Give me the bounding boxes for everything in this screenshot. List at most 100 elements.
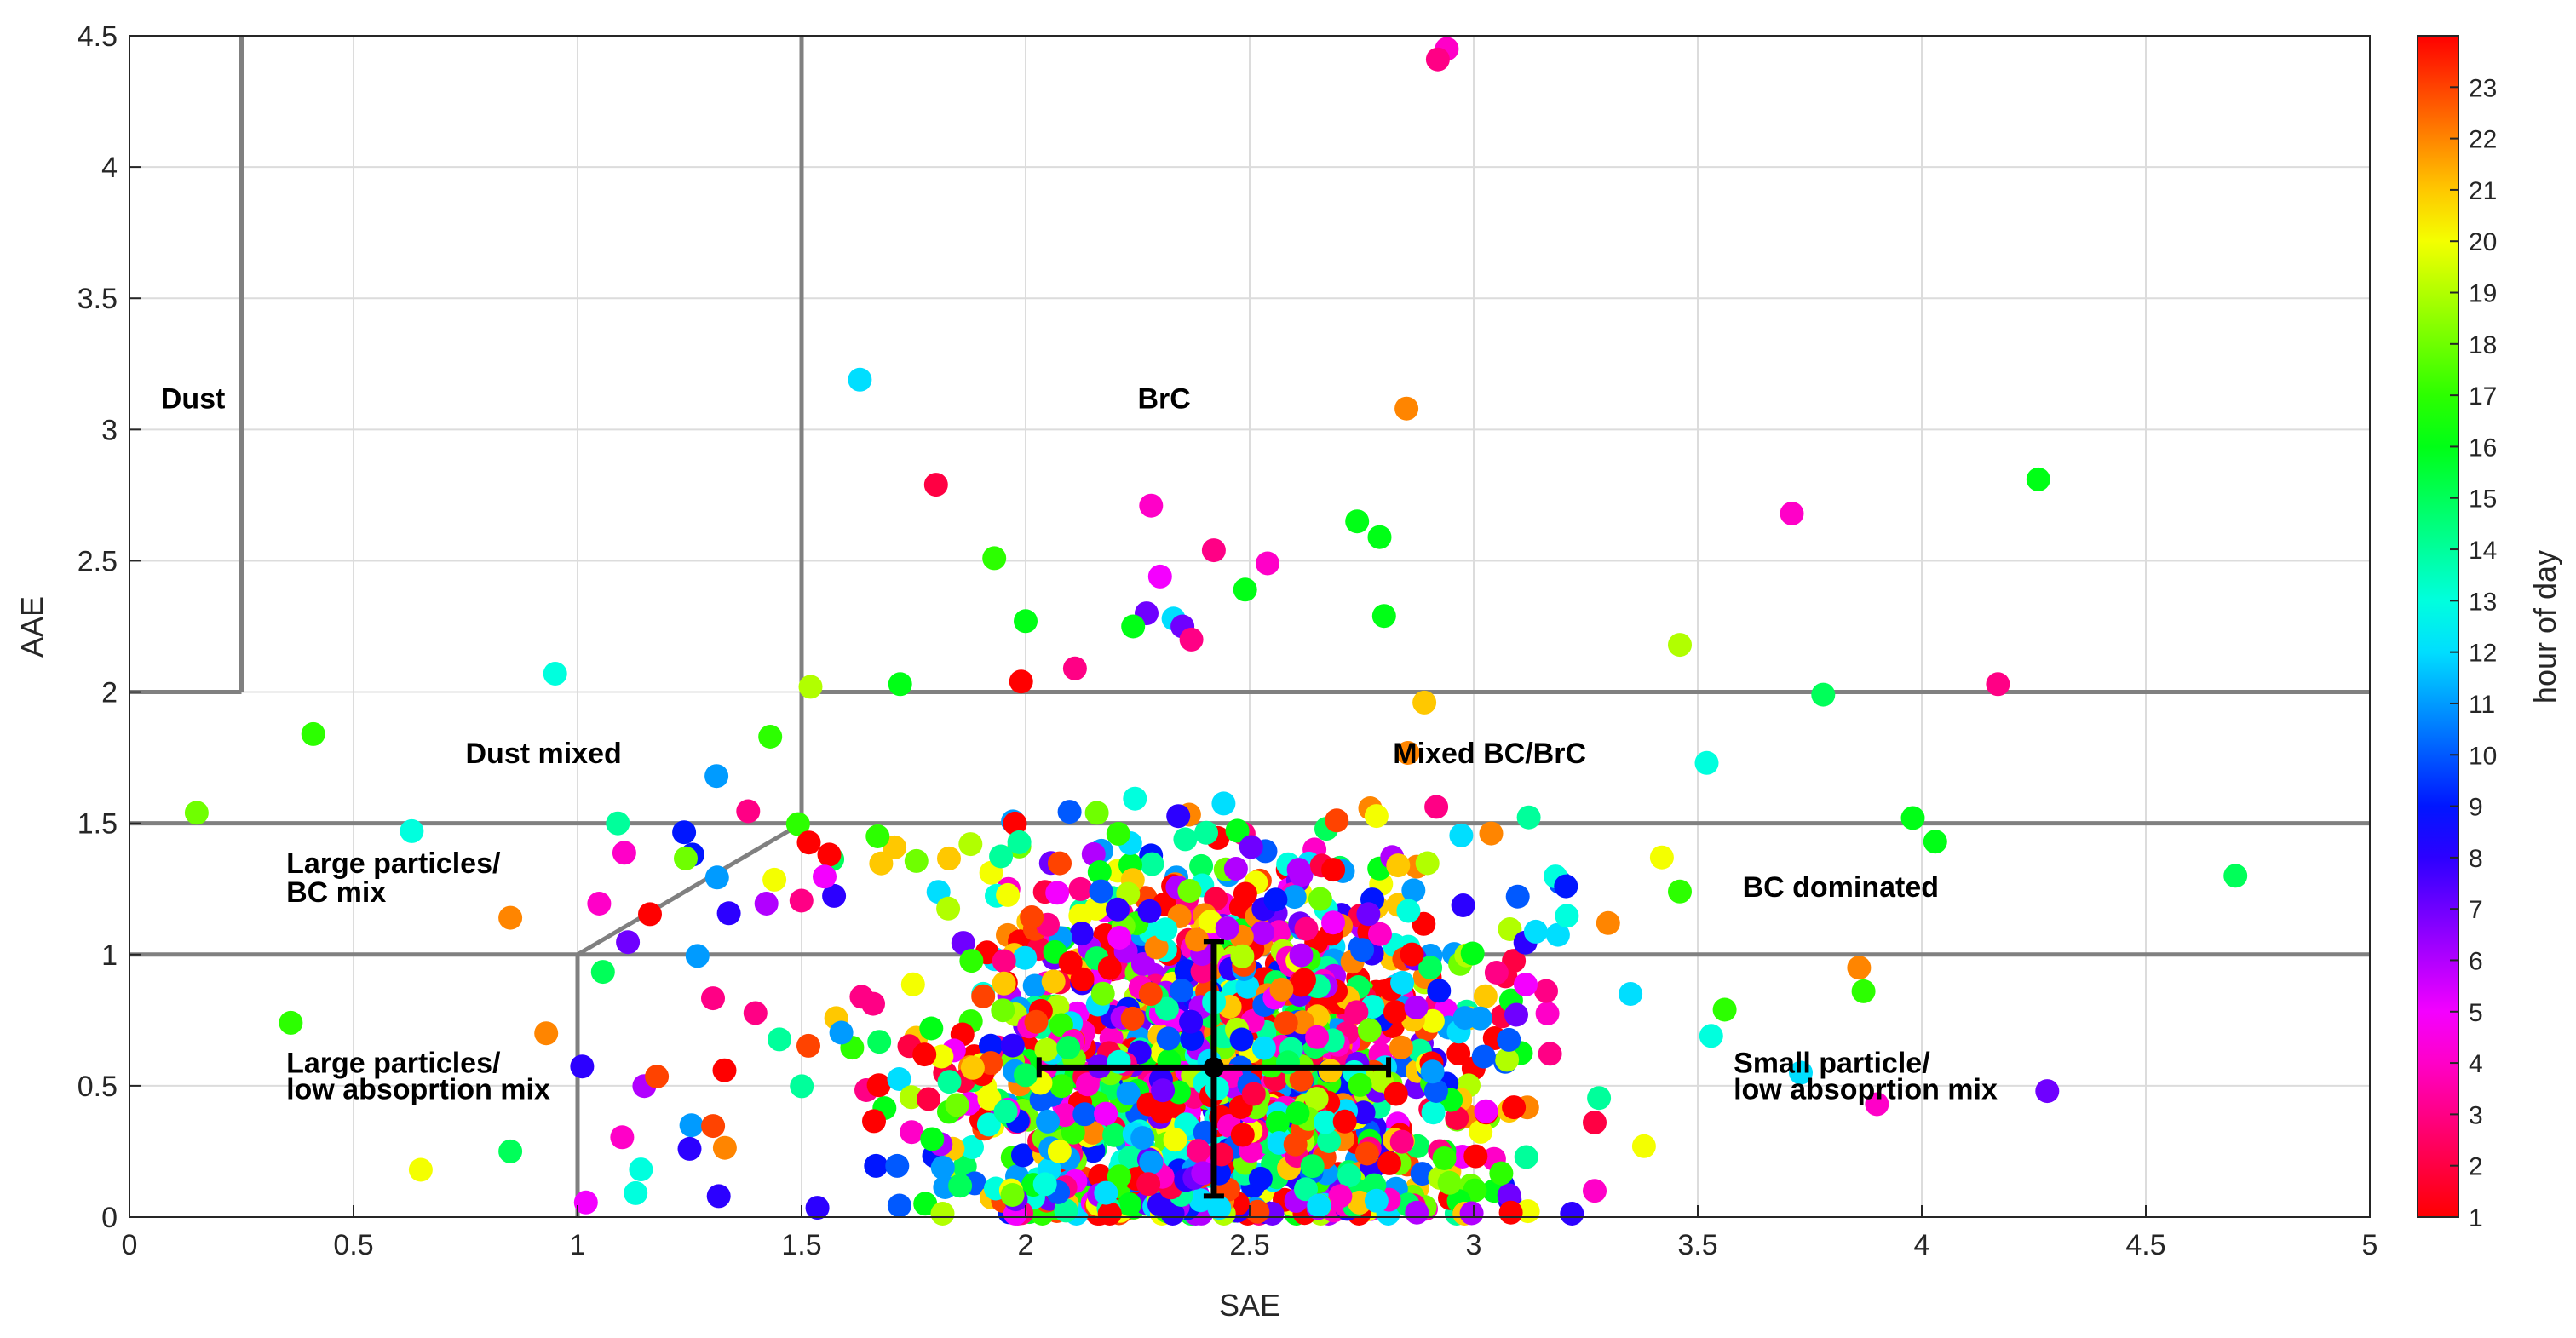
scatter-point xyxy=(677,1136,702,1161)
scatter-point xyxy=(1463,1144,1488,1169)
scatter-point xyxy=(1307,1193,1331,1218)
scatter-point xyxy=(1011,1143,1035,1168)
scatter-point xyxy=(1350,938,1375,962)
scatter-point xyxy=(1389,1035,1413,1059)
scatter-point xyxy=(1032,1172,1057,1197)
scatter-point xyxy=(979,1033,1003,1058)
scatter-point xyxy=(1459,1201,1484,1226)
x-tick-label: 1.5 xyxy=(781,1229,821,1261)
scatter-point xyxy=(624,1180,648,1205)
scatter-point xyxy=(701,1114,726,1139)
scatter-point xyxy=(1415,851,1440,876)
scatter-point xyxy=(1304,1087,1329,1111)
colorbar-tick-label: 17 xyxy=(2469,382,2497,411)
scatter-point xyxy=(1276,1050,1300,1075)
colorbar-tick-label: 21 xyxy=(2469,177,2497,205)
scatter-point xyxy=(1230,944,1255,968)
scatter-point xyxy=(1424,795,1449,819)
x-tick-label: 2.5 xyxy=(1229,1229,1269,1261)
scatter-point xyxy=(937,1070,962,1094)
scatter-point xyxy=(1321,910,1345,935)
scatter-point xyxy=(1396,899,1421,923)
scatter-point xyxy=(1241,1082,1266,1106)
scatter-point xyxy=(1106,822,1130,846)
y-tick-label: 2.5 xyxy=(78,545,118,577)
scatter-point xyxy=(1325,808,1349,833)
scatter-point xyxy=(1451,893,1475,917)
scatter-point xyxy=(1107,926,1132,950)
scatter-point xyxy=(1289,1067,1314,1092)
scatter-point xyxy=(920,1127,945,1151)
scatter-point xyxy=(900,972,925,996)
mean-error-bars xyxy=(1036,939,1392,1199)
scatter-point xyxy=(2035,1079,2060,1104)
scatter-point xyxy=(1049,1074,1074,1099)
scatter-point xyxy=(674,846,698,870)
scatter-point xyxy=(2223,864,2248,888)
scatter-point xyxy=(904,848,929,873)
scatter-point xyxy=(768,1027,791,1052)
scatter-point xyxy=(992,949,1016,973)
scatter-point xyxy=(629,1157,653,1182)
scatter-point xyxy=(866,1073,891,1098)
scatter-point xyxy=(1535,1002,1560,1025)
colorbar-tick-label: 5 xyxy=(2469,999,2483,1027)
scatter-point xyxy=(1545,922,1570,947)
scatter-point xyxy=(1140,852,1164,876)
colorbar-tick-label: 10 xyxy=(2469,742,2497,770)
scatter-point xyxy=(900,1120,924,1145)
colorbar-tick-label: 13 xyxy=(2469,588,2497,616)
scatter-point xyxy=(1395,741,1420,765)
scatter-point xyxy=(1699,1024,1723,1048)
scatter-point xyxy=(1121,614,1146,639)
scatter-point xyxy=(1118,1146,1142,1169)
scatter-point xyxy=(1090,981,1115,1006)
scatter-point xyxy=(1300,1154,1325,1179)
scatter-point xyxy=(1000,1183,1025,1207)
scatter-point xyxy=(1364,1188,1389,1213)
scatter-point xyxy=(789,888,814,913)
scatter-point xyxy=(1437,1170,1462,1195)
scatter-point xyxy=(1514,1145,1538,1169)
scatter-point xyxy=(743,1001,768,1025)
scatter-point xyxy=(1151,1078,1176,1103)
scatter-point xyxy=(1484,961,1509,985)
mean-point xyxy=(1203,1057,1224,1078)
scatter-point xyxy=(672,820,697,845)
scatter-point xyxy=(1851,979,1876,1003)
scatter-point xyxy=(1619,982,1643,1006)
scatter-point xyxy=(1072,1102,1097,1127)
scatter-point xyxy=(1251,921,1274,945)
scatter-point xyxy=(1239,835,1263,859)
scatter-point xyxy=(1356,902,1381,927)
scatter-point xyxy=(888,672,912,697)
scatter-point xyxy=(991,998,1015,1023)
scatter-point xyxy=(1404,995,1429,1019)
scatter-point xyxy=(645,1065,670,1088)
scatter-point xyxy=(1495,1048,1520,1072)
scatter-point xyxy=(1668,879,1692,904)
scatter-point xyxy=(813,864,837,889)
scatter-point xyxy=(1516,805,1541,830)
scatter-point xyxy=(1865,1092,1889,1117)
scatter-point xyxy=(959,949,984,973)
scatter-point xyxy=(848,367,872,392)
y-axis-ticks: 0 0.5 1 1.5 2 2.5 3 3.5 4 4.5 xyxy=(78,20,141,1234)
scatter-point xyxy=(849,985,874,1009)
scatter-point xyxy=(1177,879,1202,903)
scatter-point xyxy=(862,1109,886,1134)
scatter-point xyxy=(1107,1164,1131,1189)
scatter-point xyxy=(917,1087,940,1111)
colorbar-tick-label: 22 xyxy=(2469,126,2497,154)
scatter-point xyxy=(1041,969,1066,994)
scatter-point xyxy=(1223,857,1248,881)
colorbar-tick-label: 23 xyxy=(2469,74,2497,102)
scatter-point xyxy=(1207,1196,1232,1220)
scatter-point xyxy=(1256,551,1279,576)
scatter-point xyxy=(1367,525,1392,549)
scatter-point xyxy=(1117,1192,1141,1216)
x-tick-label: 2 xyxy=(1018,1229,1034,1261)
scatter-point xyxy=(913,1192,938,1216)
scatter-point xyxy=(754,892,779,916)
